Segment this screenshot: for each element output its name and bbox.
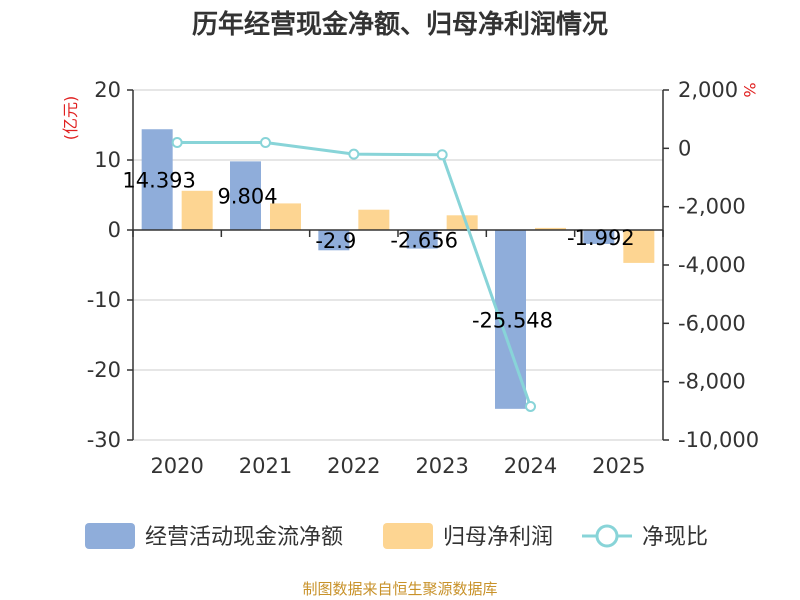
x-tick-label-2024: 2024 <box>504 454 557 478</box>
right-tick-label-4: -6,000 <box>678 311 746 335</box>
legend-swatch-net-profit <box>383 523 433 549</box>
data-label-cashflow-2025: -1.992 <box>567 226 635 250</box>
data-labels: 14.393 9.804 -2.9 -2.656 -25.548 -1.992 <box>122 169 634 333</box>
ratio-point-2021 <box>260 137 271 148</box>
left-tick-label-5: -30 <box>87 428 121 452</box>
bar-net-profit-2025 <box>623 230 655 263</box>
source-note: 制图数据来自恒生聚源数据库 <box>302 580 497 598</box>
legend-swatch-cashflow <box>85 523 135 549</box>
net-cash-ratio-line <box>171 137 536 412</box>
legend-label-cashflow: 经营活动现金流净额 <box>145 525 343 550</box>
data-label-cashflow-2024: -25.548 <box>472 308 553 332</box>
right-tick-label-3: -4,000 <box>678 253 746 277</box>
ratio-point-2022 <box>348 148 360 160</box>
bar-net-profit-2024 <box>535 227 566 230</box>
bar-net-profit-2020 <box>181 190 213 230</box>
right-tick-label-0: 2,000 <box>678 78 738 102</box>
ratio-point-2024 <box>525 400 536 412</box>
right-tick-label-2: -2,000 <box>678 195 746 219</box>
left-tick-label-1: 10 <box>94 148 121 172</box>
x-tick-label-2022: 2022 <box>327 454 380 478</box>
left-tick-label-3: -10 <box>87 288 121 312</box>
right-tick-label-5: -8,000 <box>678 370 746 394</box>
legend: 经营活动现金流净额 归母净利润 净现比 <box>85 523 708 550</box>
ratio-point-2020 <box>171 137 183 148</box>
legend-marker-ratio <box>595 524 619 548</box>
ratio-point-2023 <box>436 149 448 161</box>
bars <box>141 129 655 409</box>
gridlines <box>133 89 663 441</box>
data-label-cashflow-2020: 14.393 <box>122 169 195 193</box>
data-label-cashflow-2023: -2.656 <box>390 228 458 252</box>
legend-label-ratio: 净现比 <box>642 525 708 550</box>
x-tick-label-2025: 2025 <box>592 454 645 478</box>
x-tick-label-2023: 2023 <box>415 454 468 478</box>
tick-labels: 20 10 0 -10 -20 -30 2,000 0 -2,000 -4,000 -6,000 -8… <box>87 78 759 478</box>
right-axis-unit: % <box>740 82 759 97</box>
chart-title: 历年经营现金净额、归母净利润情况 <box>192 9 608 40</box>
bar-cashflow-2021 <box>230 161 261 230</box>
bar-cashflow-2023 <box>406 230 438 249</box>
axes <box>127 89 669 441</box>
left-axis-unit: (亿元) <box>61 96 80 141</box>
x-tick-label-2021: 2021 <box>239 454 292 478</box>
data-label-cashflow-2022: -2.9 <box>315 229 356 253</box>
left-tick-label-2: 0 <box>108 218 121 242</box>
bar-cashflow-2025 <box>583 230 615 244</box>
bar-net-profit-2021 <box>270 203 301 230</box>
legend-label-net-profit: 归母净利润 <box>443 525 553 550</box>
data-label-cashflow-2021: 9.804 <box>217 185 277 209</box>
x-tick-label-2020: 2020 <box>150 454 203 478</box>
bar-cashflow-2020 <box>141 129 173 230</box>
bar-net-profit-2023 <box>446 215 478 230</box>
left-tick-label-0: 20 <box>94 78 121 102</box>
bar-cashflow-2022 <box>318 230 350 251</box>
right-tick-label-1: 0 <box>678 136 691 160</box>
left-tick-label-4: -20 <box>87 358 121 382</box>
right-tick-label-6: -10,000 <box>678 428 759 452</box>
bar-net-profit-2022 <box>358 209 390 230</box>
